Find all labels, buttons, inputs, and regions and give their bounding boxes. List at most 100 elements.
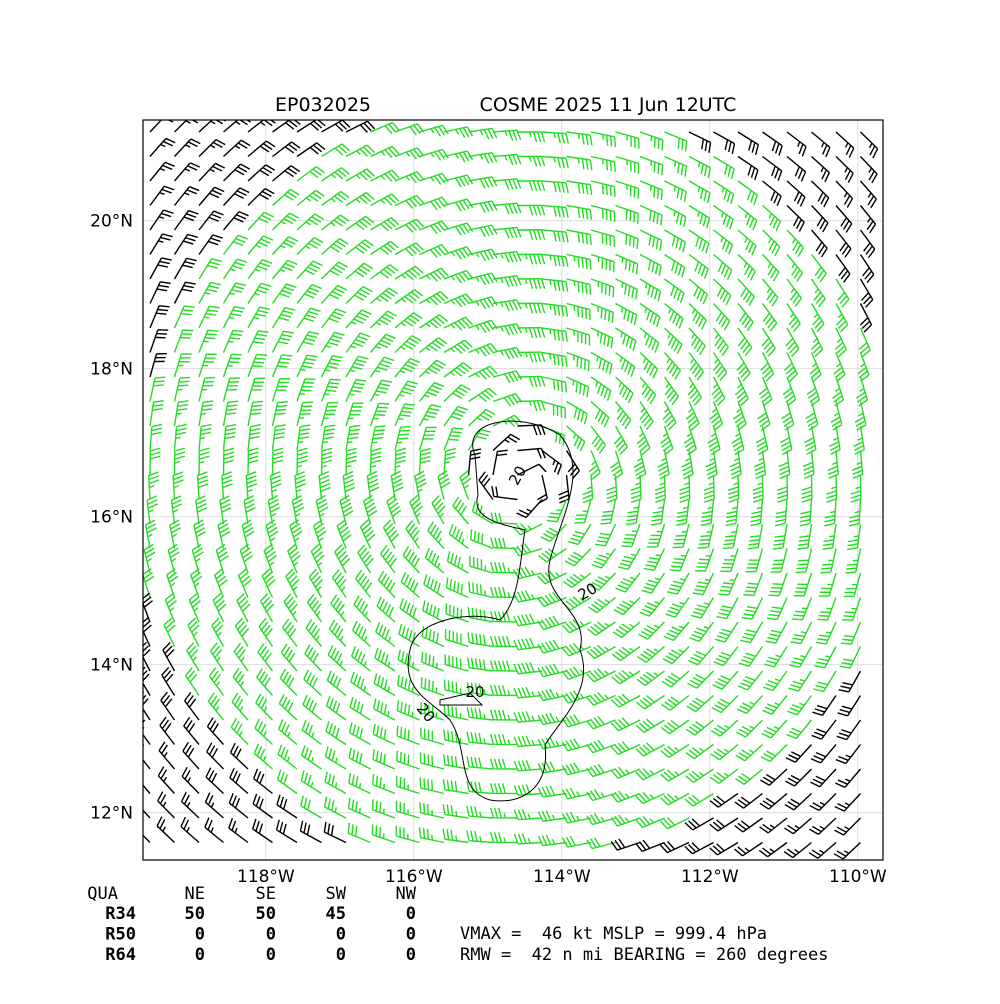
wind-barb [409,494,424,525]
wind-barb [713,204,734,230]
wind-barb [762,670,788,692]
wind-barb [810,205,829,233]
wind-barb [822,523,837,551]
wind-barb [812,695,837,716]
table-cell: 0 [195,945,205,965]
wind-barb [660,768,690,782]
wind-barb [468,152,498,164]
wind-barb [664,278,685,304]
wind-barb [269,471,282,500]
wind-barb [397,649,420,672]
contour-label: 20 [465,683,484,701]
wind-barb [752,474,764,503]
wind-barb [809,817,837,835]
wind-barb [442,803,469,819]
wind-barb [689,621,715,643]
wind-barb [513,784,543,796]
wind-barb [198,234,223,255]
wind-barb [419,148,449,161]
wind-barb [743,572,764,597]
wind-barb [222,377,241,402]
wind-barb [684,841,714,855]
wind-barb [394,265,424,281]
wind-barb [728,474,740,503]
wind-barb [149,233,173,255]
wind-barb [419,244,449,258]
wind-barb [173,162,201,182]
wind-barb [610,766,641,779]
table-cell: 0 [266,945,276,965]
wind-barb [271,377,291,402]
wind-barb [247,259,273,280]
wind-barb [490,611,518,623]
wind-barb [490,537,518,550]
wind-barb [814,646,837,669]
wind-barb [664,180,687,202]
wind-barb [222,305,245,329]
table-header: SE [256,884,276,904]
wind-barb [566,204,593,220]
wind-barb [537,474,549,505]
wind-barb [697,523,715,549]
wind-barb [517,302,546,314]
wind-barb [448,524,469,550]
wind-barb [793,572,813,597]
wind-barb [635,815,665,829]
wind-barb [537,688,567,702]
wind-barb [712,327,729,356]
wind-barb [233,642,249,672]
wind-barb [149,400,164,427]
wind-barb [369,356,395,378]
wind-barb [394,357,421,378]
wind-barb [148,471,160,500]
wind-barb [321,261,349,280]
wind-barb [272,212,300,231]
wind-barb [285,568,300,598]
wind-barb [737,278,755,306]
wind-barb [586,763,616,778]
wind-barb [422,600,445,623]
wind-barb [468,272,498,286]
wind-barb [294,471,306,500]
wind-barb [320,424,336,451]
wind-barb [359,519,376,549]
wind-barb [786,303,801,332]
wind-barb [566,229,592,245]
wind-barb [537,834,567,847]
wind-barb [786,131,807,157]
wind-barb [856,376,869,407]
wind-barb [546,499,568,523]
wind-barb [230,717,249,745]
wind-barb [660,743,690,759]
wind-barb [418,447,431,476]
wind-barb [394,289,424,305]
wind-barb [707,425,721,456]
wind-barb [173,305,195,329]
wind-barb [586,813,616,826]
wind-barb [276,794,298,819]
wind-barb [859,303,873,333]
wind-barb [561,642,592,657]
wind-barb [813,670,837,693]
wind-barb [858,327,871,358]
wind-barb [247,330,269,353]
wind-barb [586,715,616,730]
wind-barbs [143,120,879,860]
wind-barb [223,163,251,182]
wind-barb [489,832,518,844]
wind-barb [402,546,421,574]
wind-barb [537,785,567,798]
wind-barb [857,352,870,382]
wind-barb [740,621,764,644]
wind-barb [809,793,837,812]
wind-barb [615,229,639,250]
wind-barb [419,752,445,770]
wind-barb [672,523,690,549]
wind-barb [512,523,543,536]
wind-barb [395,775,420,795]
wind-barb [143,641,151,672]
wind-barb [173,423,187,451]
wind-barb [695,548,715,572]
wind-barb [747,523,764,550]
